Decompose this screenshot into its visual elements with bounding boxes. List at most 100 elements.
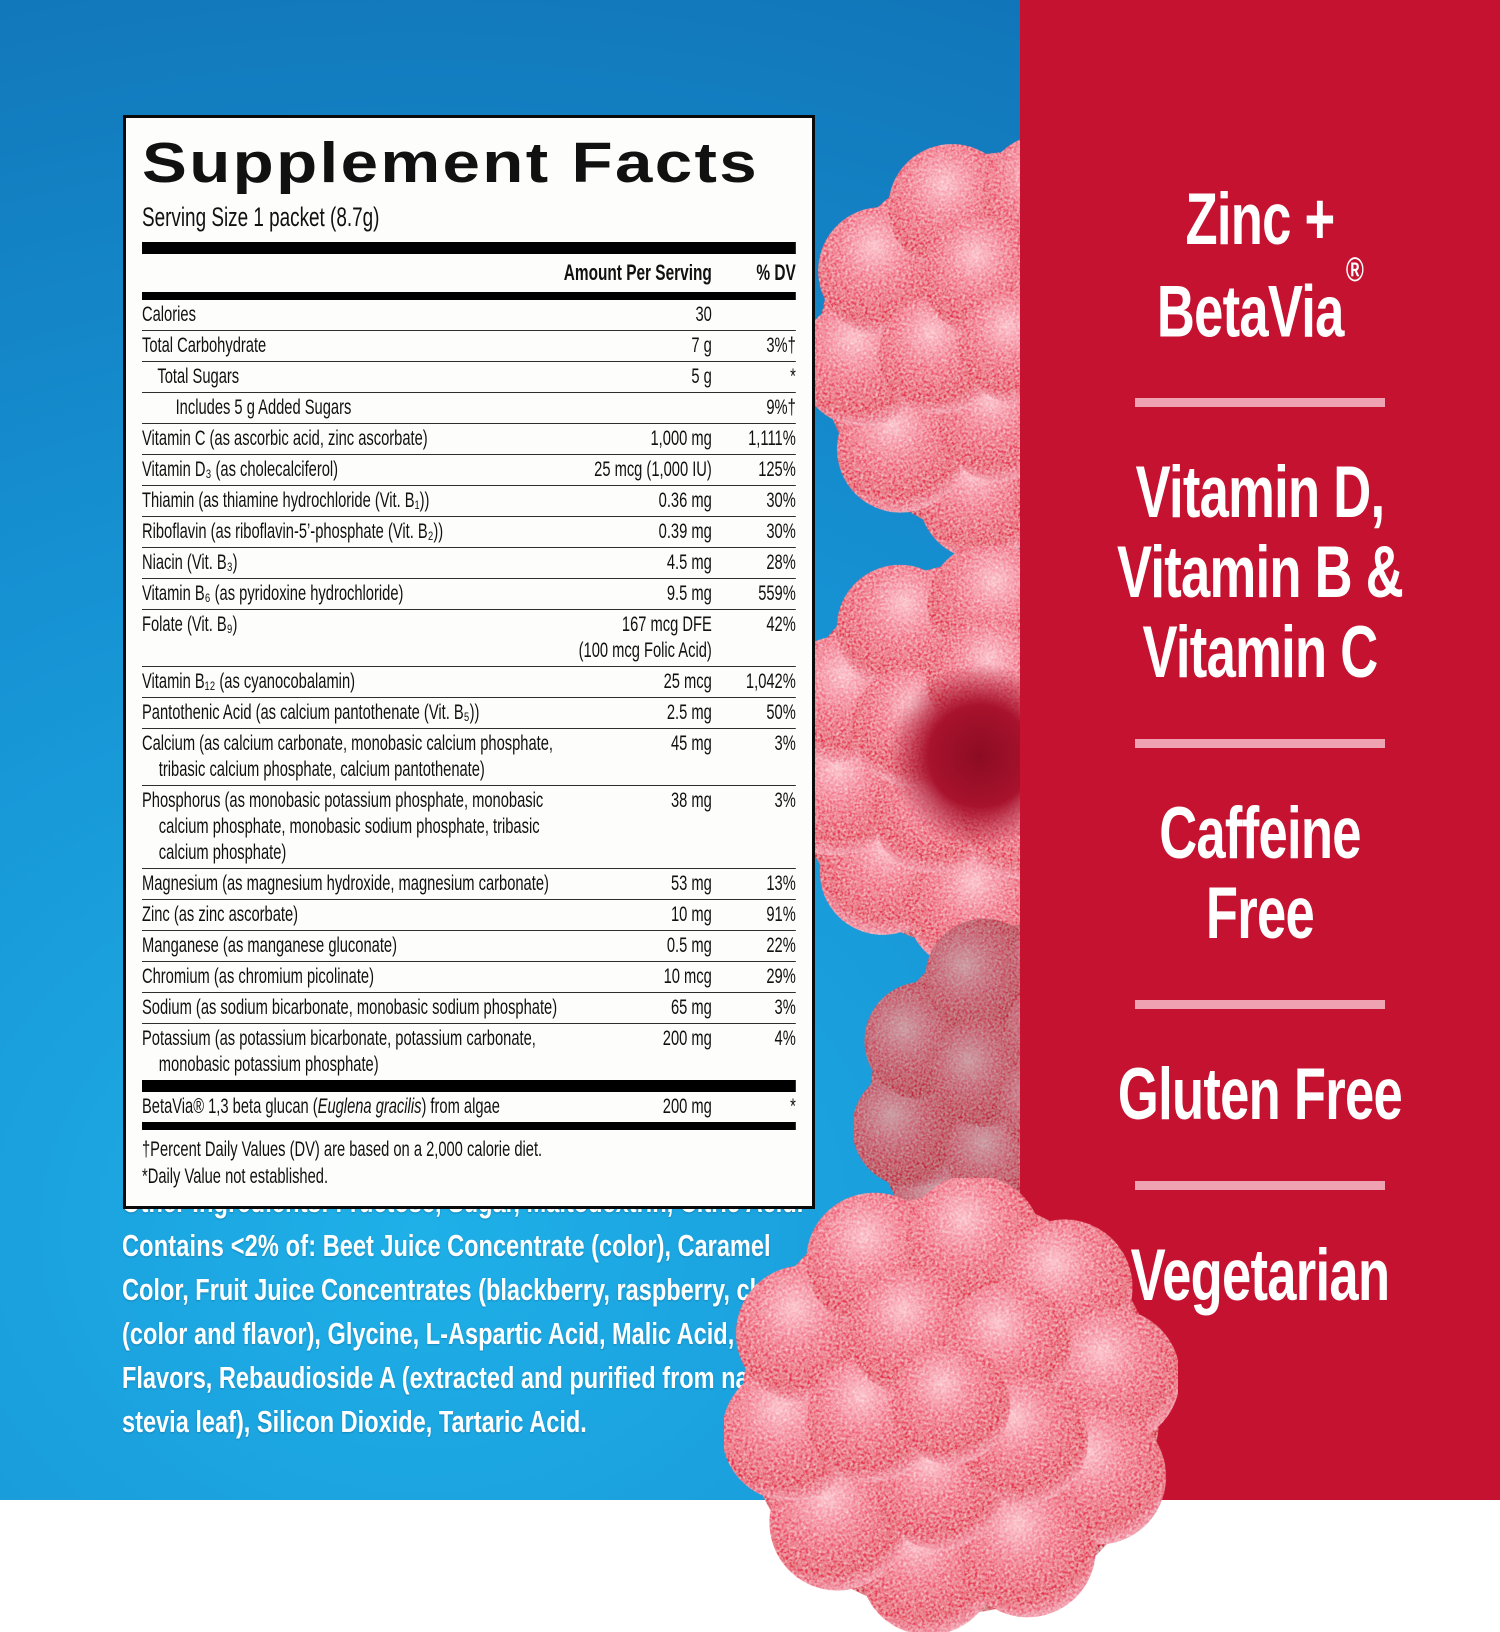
nutrient-amount: 10 mcg bbox=[663, 965, 712, 988]
nutrient-amount: 4.5 mg bbox=[666, 551, 712, 574]
nutrient-label: Riboflavin (as riboflavin-5’-phosphate (… bbox=[142, 520, 444, 543]
claim-line: Zinc + bbox=[1185, 179, 1335, 260]
nutrient-label: Calories bbox=[142, 303, 196, 326]
nutrient-amount: 9.5 mg bbox=[666, 582, 712, 605]
nutrient-amount: 10 mg bbox=[670, 903, 712, 926]
facts-row: Magnesium (as magnesium hydroxide, magne… bbox=[142, 869, 796, 900]
supplement-facts-panel: Supplement Facts Serving Size 1 packet (… bbox=[123, 115, 815, 1209]
nutrient-label: Vitamin B₁₂ (as cyanocobalamin) bbox=[142, 670, 356, 693]
nutrient-amount: 1,000 mg bbox=[650, 427, 712, 450]
facts-row: Potassium (as potassium bicarbonate, pot… bbox=[142, 1024, 796, 1080]
facts-row: Folate (Vit. B₉) 167 mcg DFE (100 mcg Fol… bbox=[142, 610, 796, 667]
nutrient-amount: 5 g bbox=[691, 365, 712, 388]
registered-trademark-symbol: ® bbox=[1345, 251, 1364, 289]
nutrient-dv: 22% bbox=[766, 934, 796, 957]
facts-row: Thiamin (as thiamine hydrochloride (Vit.… bbox=[142, 486, 796, 517]
product-label: { "colors":{ "blue_bright":"#1fb0e8","bl… bbox=[0, 0, 1500, 1500]
thick-rule-top bbox=[142, 242, 796, 254]
claim-line: Caffeine bbox=[1159, 793, 1361, 875]
claim-text: Vegetarian bbox=[1087, 1236, 1433, 1316]
claim-text: Gluten Free bbox=[1087, 1055, 1433, 1135]
facts-rows: Calories 30 Total Carbohydrate 7 g 3%† Total … bbox=[142, 300, 796, 1080]
raspberry-image-bottom bbox=[724, 1178, 1178, 1632]
nutrient-label: Niacin (Vit. B₃) bbox=[142, 551, 238, 574]
nutrient-amount: 0.5 mg bbox=[666, 934, 712, 957]
footnotes: †Percent Daily Values (DV) are based on … bbox=[142, 1136, 796, 1190]
nutrient-label: Thiamin (as thiamine hydrochloride (Vit.… bbox=[142, 489, 430, 512]
footnote-line: *Daily Value not established. bbox=[142, 1165, 329, 1188]
mid-rule-footnotes bbox=[142, 1122, 796, 1130]
nutrient-dv: 9%† bbox=[766, 396, 796, 419]
nutrient-dv: * bbox=[790, 1095, 796, 1118]
nutrient-amount: 38 mg bbox=[670, 789, 712, 812]
nutrient-dv: 1,111% bbox=[748, 427, 796, 450]
nutrient-label: Magnesium (as magnesium hydroxide, magne… bbox=[142, 872, 549, 895]
nutrient-amount: 2.5 mg bbox=[666, 701, 712, 724]
facts-row: Phosphorus (as monobasic potassium phosp… bbox=[142, 786, 796, 869]
facts-row: Includes 5 g Added Sugars 9%† bbox=[142, 393, 796, 424]
nutrient-amount: 0.39 mg bbox=[658, 520, 712, 543]
facts-row: Pantothenic Acid (as calcium pantothenat… bbox=[142, 698, 796, 729]
facts-row: Vitamin D₃ (as cholecalciferol) 25 mcg (1… bbox=[142, 455, 796, 486]
nutrient-label: Pantothenic Acid (as calcium pantothenat… bbox=[142, 701, 480, 724]
nutrient-label: Phosphorus (as monobasic potassium phosp… bbox=[142, 789, 544, 864]
nutrient-dv: 29% bbox=[766, 965, 796, 988]
nutrient-amount: 200 mg bbox=[662, 1095, 712, 1118]
table-header: Amount Per Serving % DV bbox=[142, 254, 796, 292]
facts-row: Sodium (as sodium bicarbonate, monobasic… bbox=[142, 993, 796, 1024]
claim-line: Vegetarian bbox=[1130, 1235, 1390, 1317]
claim-line: Vitamin D, bbox=[1135, 452, 1386, 534]
nutrient-label: Zinc (as zinc ascorbate) bbox=[142, 903, 299, 926]
facts-row: Calcium (as calcium carbonate, monobasic… bbox=[142, 729, 796, 786]
nutrient-label: Vitamin D₃ (as cholecalciferol) bbox=[142, 458, 339, 481]
claim-text: Caffeine Free bbox=[1087, 794, 1433, 954]
facts-row: Chromium (as chromium picolinate) 10 mcg 2… bbox=[142, 962, 796, 993]
facts-row: Total Sugars 5 g * bbox=[142, 362, 796, 393]
raspberry-image-top bbox=[802, 135, 1020, 559]
nutrient-label: Includes 5 g Added Sugars bbox=[175, 396, 352, 419]
column-header-dv: % DV bbox=[756, 260, 796, 285]
nutrient-amount: 7 g bbox=[691, 334, 712, 357]
claim-line: Vitamin B & bbox=[1116, 532, 1404, 614]
nutrient-label: Potassium (as potassium bicarbonate, pot… bbox=[142, 1027, 536, 1076]
nutrient-amount: 30 bbox=[695, 303, 712, 326]
nutrient-amount: 53 mg bbox=[670, 872, 712, 895]
nutrient-dv: 3% bbox=[774, 996, 796, 1019]
nutrient-label: Vitamin B₆ (as pyridoxine hydrochloride) bbox=[142, 582, 404, 605]
nutrient-dv: 3% bbox=[774, 732, 796, 755]
facts-row-betavia: BetaVia® 1,3 beta glucan (Euglena gracil… bbox=[142, 1092, 796, 1122]
nutrient-dv: * bbox=[790, 365, 796, 388]
mid-rule-header bbox=[142, 292, 796, 300]
facts-row: Calories 30 bbox=[142, 300, 796, 331]
claim-line: Gluten Free bbox=[1117, 1054, 1403, 1136]
facts-row: Total Carbohydrate 7 g 3%† bbox=[142, 331, 796, 362]
nutrient-dv: 4% bbox=[774, 1027, 796, 1050]
facts-row: Riboflavin (as riboflavin-5’-phosphate (… bbox=[142, 517, 796, 548]
nutrient-label: Total Sugars bbox=[157, 365, 240, 388]
claims-list: Zinc + BetaVia® Vitamin D, Vitamin B & Vitam… bbox=[1020, 0, 1500, 1316]
nutrient-amount: 25 mcg bbox=[663, 670, 712, 693]
nutrient-dv: 13% bbox=[766, 872, 796, 895]
nutrient-amount: 167 mcg DFE (100 mcg Folic Acid) bbox=[578, 613, 712, 662]
raspberry-column bbox=[0, 0, 1020, 1500]
raspberry-image-middle bbox=[770, 546, 1020, 966]
nutrient-amount: 25 mcg (1,000 IU) bbox=[594, 458, 712, 481]
nutrient-dv: 50% bbox=[766, 701, 796, 724]
facts-row: Niacin (Vit. B₃) 4.5 mg 28% bbox=[142, 548, 796, 579]
nutrient-label: Calcium (as calcium carbonate, monobasic… bbox=[142, 732, 553, 781]
nutrient-dv: 3% bbox=[774, 789, 796, 812]
ingredients-lead-in: Contains <2% of: bbox=[122, 1228, 317, 1263]
supplement-facts-title: Supplement Facts bbox=[142, 131, 760, 195]
facts-row: Vitamin B₁₂ (as cyanocobalamin) 25 mcg 1,0… bbox=[142, 667, 796, 698]
facts-row: Zinc (as zinc ascorbate) 10 mg 91% bbox=[142, 900, 796, 931]
nutrient-dv: 30% bbox=[766, 489, 796, 512]
nutrient-dv: 3%† bbox=[766, 334, 796, 357]
claims-divider bbox=[1135, 1000, 1385, 1010]
facts-row: Manganese (as manganese gluconate) 0.5 mg… bbox=[142, 931, 796, 962]
nutrient-amount: 0.36 mg bbox=[658, 489, 712, 512]
nutrient-amount: 200 mg bbox=[662, 1027, 712, 1050]
nutrient-label: Chromium (as chromium picolinate) bbox=[142, 965, 375, 988]
nutrient-dv: 125% bbox=[758, 458, 796, 481]
footnote-line: †Percent Daily Values (DV) are based on … bbox=[142, 1138, 543, 1161]
claims-divider bbox=[1135, 1181, 1385, 1191]
